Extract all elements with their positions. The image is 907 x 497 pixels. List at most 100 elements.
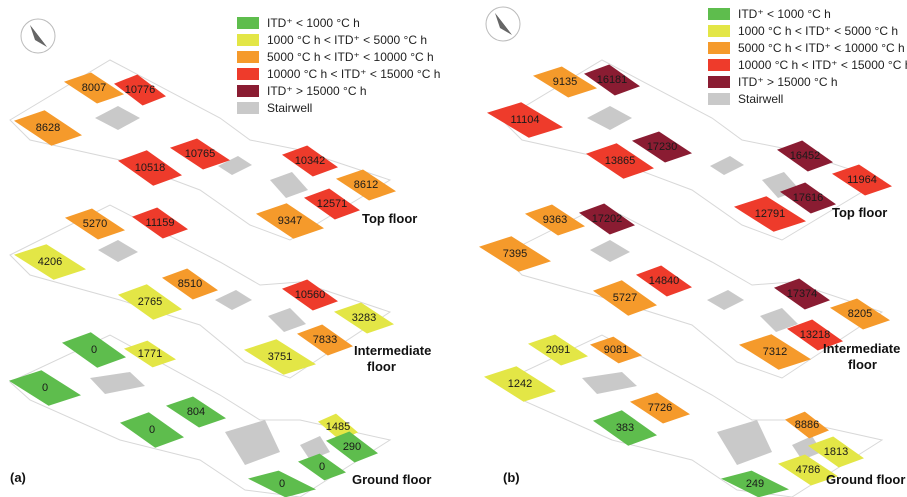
room-value-label: 7395 (503, 248, 527, 260)
legend-entry-label: 5000 °C h < ITD⁺ < 10000 °C h (267, 50, 434, 64)
room-shape (632, 131, 692, 163)
room-value-label: 9135 (553, 76, 577, 88)
room-value-label: 4206 (38, 256, 62, 268)
room-shape (304, 188, 360, 220)
stairwell-shape (587, 106, 632, 130)
room-value-label: 2091 (546, 344, 570, 356)
stairwell-shape (710, 156, 744, 175)
room-shape (297, 324, 353, 356)
legend-entry-label: 1000 °C h < ITD⁺ < 5000 °C h (267, 33, 427, 47)
room-value-label: 10776 (125, 84, 156, 96)
room-value-label: 10560 (295, 289, 326, 301)
legend-swatch (708, 42, 730, 54)
north-arrows (20, 6, 521, 54)
stairwell-shape (582, 372, 637, 394)
floor-outline (9, 334, 392, 497)
room-shape (256, 203, 324, 239)
room-value-label: 17202 (592, 213, 623, 225)
ground-floor-label-a: Ground floor (352, 472, 431, 487)
room-shape (132, 207, 188, 239)
intermediate-floor-label-b-line2: floor (848, 357, 877, 372)
room-shape (832, 164, 892, 196)
room-shape (525, 204, 585, 236)
room-value-label: 8205 (848, 308, 872, 320)
stairwell-shape (717, 420, 772, 465)
ground-floor-label-b: Ground floor (826, 472, 905, 487)
room-shape (787, 319, 843, 351)
room-value-label: 8628 (36, 122, 60, 134)
room-value-label: 8886 (795, 419, 819, 431)
stairwell-shape (760, 308, 798, 332)
room-shape (479, 236, 551, 272)
panel-b-labels: Top floor Intermediate floor Ground floo… (503, 205, 905, 487)
room-value-label: 12571 (317, 198, 348, 210)
stairwell-shape (792, 436, 822, 460)
rooms: 8007 10776 8628 10765 10518 10342 8612 12571 934… (9, 64, 892, 497)
room-value-label: 0 (149, 424, 155, 436)
legend-swatch (708, 59, 730, 71)
room-shape (248, 470, 316, 497)
room-value-label: 249 (746, 478, 764, 490)
room-shape (244, 339, 316, 375)
room-shape (170, 138, 230, 170)
room-shape (808, 436, 864, 468)
legend-entry-label: 1000 °C h < ITD⁺ < 5000 °C h (738, 24, 898, 38)
stairwell-shape (270, 172, 308, 198)
room-shape (334, 302, 394, 334)
room-value-label: 9347 (278, 215, 302, 227)
room-shape (777, 140, 833, 172)
legend-swatch (237, 85, 259, 97)
intermediate-floor-label-b-line1: Intermediate (823, 341, 900, 356)
room-shape (326, 431, 378, 463)
room-shape (62, 332, 126, 368)
room-shape (533, 66, 597, 98)
stairwell-shape (95, 106, 140, 130)
room-value-label: 1771 (138, 348, 162, 360)
north-arrow-icon (20, 18, 56, 54)
intermediate-floor-label-a-line1: Intermediate (354, 343, 431, 358)
legend-swatch (237, 68, 259, 80)
room-shape (739, 334, 811, 370)
room-shape (774, 278, 830, 310)
room-shape (14, 244, 86, 280)
room-value-label: 13218 (800, 329, 831, 341)
room-value-label: 3751 (268, 351, 292, 363)
room-shape (721, 470, 789, 497)
room-shape (586, 143, 654, 179)
room-value-label: 804 (187, 406, 205, 418)
room-shape (162, 268, 218, 300)
room-value-label: 14840 (649, 275, 680, 287)
room-shape (298, 453, 346, 481)
legend-entry-label: ITD⁺ > 15000 °C h (738, 75, 838, 89)
room-value-label: 0 (279, 478, 285, 490)
room-value-label: 3283 (352, 312, 376, 324)
legend-entry-label: Stairwell (738, 92, 783, 106)
color-legend: ITD⁺ < 1000 °C h 1000 °C h < ITD⁺ < 5000 … (237, 16, 440, 115)
room-value-label: 13865 (605, 155, 636, 167)
room-shape (64, 72, 124, 104)
room-value-label: 8007 (82, 82, 106, 94)
room-shape (484, 366, 556, 402)
room-value-label: 4786 (796, 464, 820, 476)
legend-entry-label: ITD⁺ > 15000 °C h (267, 84, 367, 98)
legend-swatch (708, 25, 730, 37)
floor-outline (501, 334, 884, 497)
legend-entry-label: 10000 °C h < ITD⁺ < 15000 °C h (738, 58, 907, 72)
room-value-label: 9363 (543, 214, 567, 226)
room-shape (830, 298, 890, 330)
legend-entry-label: 5000 °C h < ITD⁺ < 10000 °C h (738, 41, 905, 55)
room-shape (528, 334, 588, 366)
room-shape (114, 74, 166, 106)
room-shape (124, 340, 176, 368)
room-shape (785, 411, 829, 439)
room-shape (630, 392, 690, 424)
room-value-label: 5270 (83, 218, 107, 230)
room-shape (636, 265, 692, 297)
legend-swatch (237, 17, 259, 29)
stairwell-shape (225, 420, 280, 465)
intermediate-floor-label-a-line2: floor (367, 359, 396, 374)
legend-entry-label: ITD⁺ < 1000 °C h (267, 16, 360, 30)
room-value-label: 2765 (138, 296, 162, 308)
room-value-label: 0 (42, 382, 48, 394)
room-value-label: 7833 (313, 334, 337, 346)
